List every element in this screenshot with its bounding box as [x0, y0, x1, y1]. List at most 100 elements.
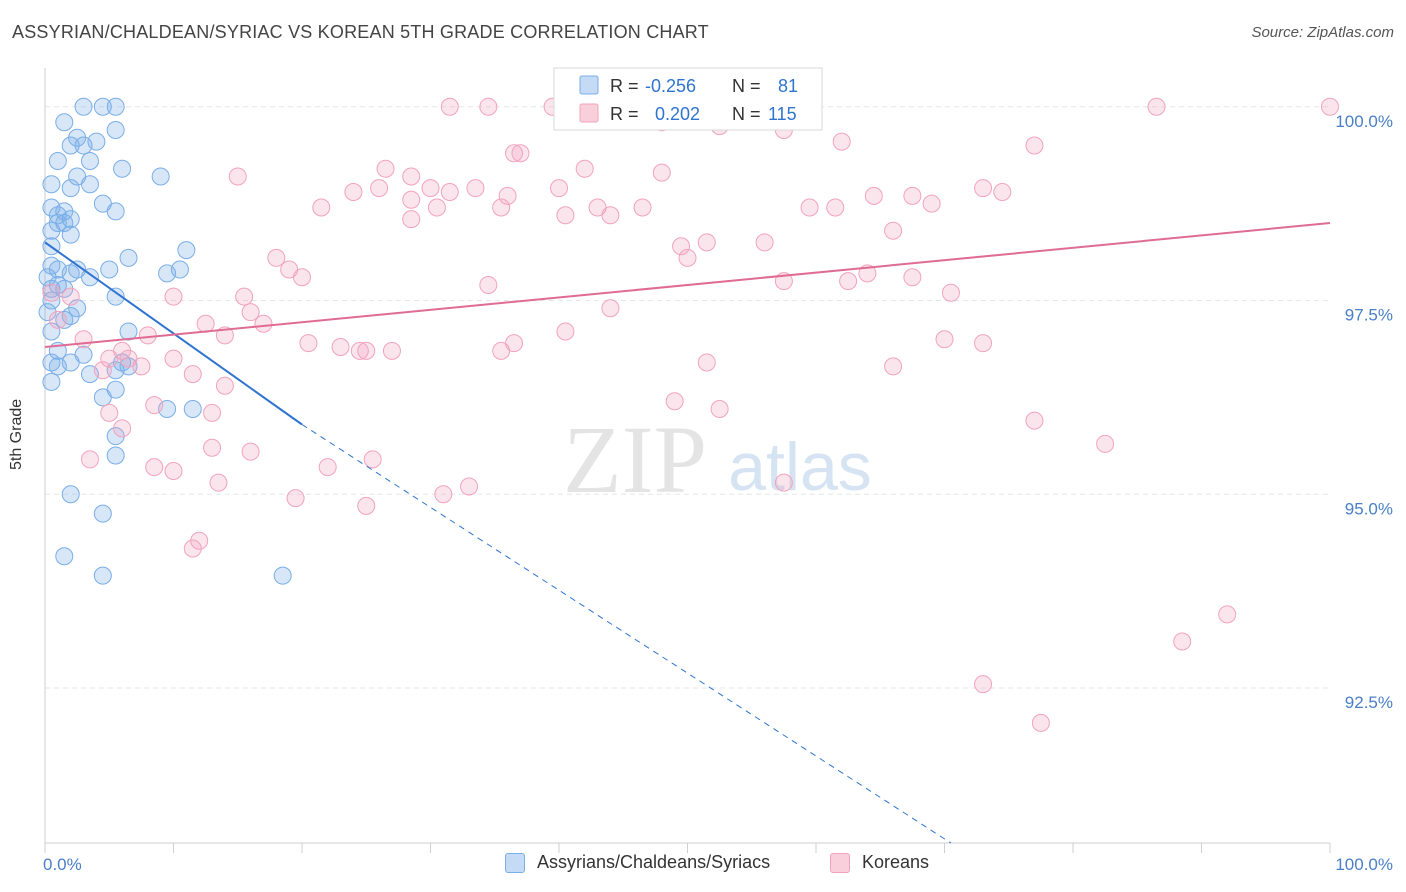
data-point	[61, 179, 80, 198]
data-point	[273, 566, 292, 585]
data-point	[74, 330, 93, 349]
y-tick-label: 92.5%	[1345, 693, 1393, 712]
data-point	[376, 159, 395, 178]
data-point	[61, 210, 80, 229]
data-point	[151, 167, 170, 186]
data-point	[158, 264, 177, 283]
data-point	[286, 489, 305, 508]
data-point	[318, 458, 337, 477]
data-point	[344, 183, 363, 201]
data-point	[402, 190, 421, 209]
data-point	[697, 233, 716, 252]
data-point	[80, 268, 99, 287]
data-point	[106, 121, 125, 139]
data-point	[492, 198, 511, 217]
data-point	[254, 314, 273, 333]
data-point	[61, 225, 80, 244]
data-point	[511, 144, 530, 163]
y-axis-label: 5th Grade	[8, 398, 25, 470]
data-point	[601, 206, 620, 225]
data-point	[138, 326, 157, 345]
data-point	[974, 334, 993, 353]
data-point	[710, 400, 729, 418]
legend-n-value-1: 81	[778, 76, 798, 96]
data-point	[164, 287, 183, 306]
data-point	[800, 198, 819, 217]
data-point	[884, 221, 903, 240]
data-point	[1218, 605, 1237, 624]
data-point	[215, 376, 234, 395]
data-point	[48, 310, 67, 329]
watermark-atlas: atlas	[728, 429, 872, 505]
trend-line-assyrians-extension	[301, 424, 952, 844]
data-point	[697, 353, 716, 372]
data-point	[55, 310, 74, 329]
data-point	[357, 496, 376, 515]
data-point	[267, 248, 286, 267]
data-point	[80, 175, 99, 194]
data-point	[550, 179, 568, 198]
source-label: Source: ZipAtlas.com	[1251, 24, 1394, 41]
data-point	[575, 159, 594, 178]
grid-lines	[45, 106, 1330, 689]
data-point	[93, 97, 112, 116]
y-tick-label: 97.5%	[1345, 306, 1393, 325]
data-point	[93, 504, 112, 523]
y-tick-labels: 92.5% 95.0% 97.5% 100.0%	[1335, 112, 1393, 712]
data-point	[382, 341, 401, 360]
data-point	[106, 97, 125, 116]
data-point	[556, 322, 575, 341]
data-point	[183, 400, 202, 418]
series-assyrians-points	[38, 97, 292, 585]
data-point	[839, 272, 858, 291]
data-point	[80, 152, 99, 170]
legend-n-value-2: 115	[768, 104, 797, 124]
data-point	[106, 202, 125, 221]
axes	[44, 68, 1331, 853]
data-point	[505, 144, 524, 163]
data-point	[1025, 411, 1044, 430]
data-point	[113, 419, 132, 438]
data-point	[119, 322, 138, 341]
data-point	[370, 179, 389, 198]
data-point	[106, 446, 125, 465]
x-tick-labels: 0.0% 100.0%	[43, 855, 1393, 874]
data-point	[884, 357, 903, 376]
data-point	[903, 186, 922, 205]
data-point	[183, 539, 202, 558]
data-point	[93, 361, 112, 380]
data-point	[993, 183, 1012, 201]
data-point	[80, 450, 99, 469]
legend-label-assyrians: Assyrians/Chaldeans/Syriacs	[537, 852, 771, 872]
data-point	[93, 388, 112, 407]
data-point	[460, 477, 479, 496]
legend-item-koreans: Koreans	[830, 852, 929, 873]
x-tick-label: 100.0%	[1335, 855, 1393, 874]
stats-legend: R = -0.256 N = 81 R = 0.202 N = 115	[553, 67, 823, 131]
data-point	[652, 163, 671, 182]
legend-label-koreans: Koreans	[862, 852, 930, 872]
data-point	[203, 438, 222, 457]
data-point	[42, 175, 61, 194]
data-point	[145, 458, 164, 477]
data-point	[293, 268, 311, 287]
data-point	[331, 338, 350, 356]
data-point	[974, 675, 993, 694]
data-point	[299, 334, 318, 353]
data-point	[100, 349, 119, 368]
data-point	[228, 167, 247, 186]
data-point	[42, 322, 61, 341]
data-point	[479, 276, 498, 294]
chart-title: ASSYRIAN/CHALDEAN/SYRIAC VS KOREAN 5TH G…	[12, 22, 709, 42]
data-point	[74, 97, 93, 116]
watermark-zip: ZIP	[563, 406, 707, 513]
data-point	[61, 485, 80, 504]
data-point	[498, 186, 517, 205]
data-point	[826, 198, 845, 217]
data-point	[164, 349, 183, 368]
data-point	[363, 450, 382, 469]
data-point	[38, 303, 57, 322]
data-point	[935, 330, 954, 349]
data-point	[74, 136, 93, 155]
